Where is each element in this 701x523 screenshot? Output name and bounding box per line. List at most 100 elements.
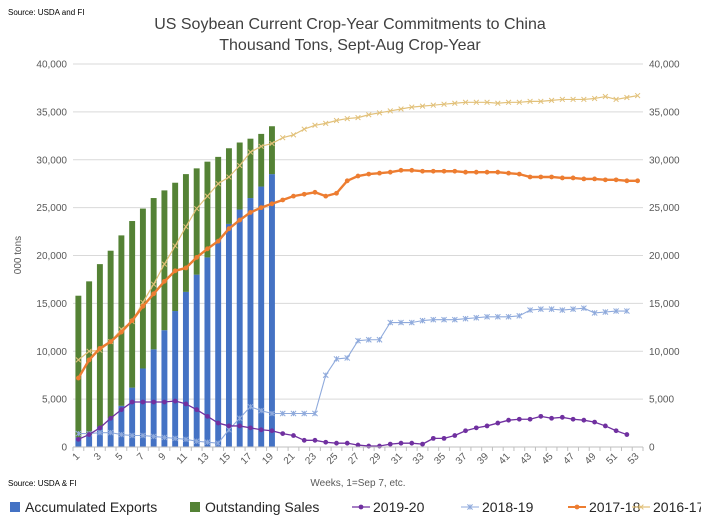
point-2019-20	[452, 433, 458, 438]
point-2018-19	[333, 355, 340, 362]
point-2019-20	[280, 431, 286, 436]
point-2017-18	[516, 171, 522, 177]
y-tick-label: 0	[61, 443, 67, 454]
point-2016-17	[581, 96, 587, 103]
accumulated-exports-bar	[75, 437, 82, 447]
outstanding-sales-bar	[215, 156, 222, 241]
point-2017-18	[387, 169, 393, 175]
gridlines	[73, 63, 643, 400]
point-2018-19	[118, 431, 125, 438]
point-2019-20	[538, 413, 544, 419]
point-2017-18	[452, 168, 458, 174]
point-2017-18	[162, 278, 167, 284]
point-2017-18	[237, 217, 243, 223]
point-2019-20	[312, 437, 318, 443]
accumulated-exports-bar	[225, 223, 232, 447]
point-2019-20	[420, 441, 425, 447]
point-2016-17	[150, 281, 157, 287]
outstanding-sales-bar	[139, 208, 146, 369]
point-2017-18	[86, 357, 92, 363]
point-2018-19	[473, 314, 480, 321]
point-2017-18	[205, 246, 210, 252]
point-2017-18	[581, 176, 587, 182]
y-tick-label: 10,000	[36, 347, 67, 358]
point-2016-17	[333, 117, 340, 124]
point-2019-20	[527, 416, 533, 422]
outstanding-sales-bar	[269, 126, 275, 175]
point-2018-19	[172, 435, 179, 442]
point-2018-19	[441, 316, 447, 323]
outstanding-sales-bar	[118, 235, 125, 406]
y2-tick-label: 20,000	[649, 251, 680, 262]
point-2017-18	[441, 168, 447, 174]
point-2018-19	[204, 439, 211, 446]
bar-series	[75, 126, 275, 448]
y-tick-label: 30,000	[36, 155, 67, 166]
point-2017-18	[258, 205, 264, 211]
point-2019-20	[194, 407, 200, 413]
outstanding-sales-bar	[236, 142, 243, 210]
point-2019-20	[237, 423, 243, 429]
accumulated-exports-bar	[118, 405, 125, 447]
point-2016-17	[634, 92, 641, 99]
legend-label-2017-18: 2017-18	[589, 499, 641, 515]
point-2019-20	[398, 440, 404, 446]
point-2017-18	[301, 191, 307, 197]
point-2019-20	[323, 439, 329, 445]
outstanding-sales-bar	[150, 198, 157, 350]
outstanding-sales-bar	[96, 264, 103, 427]
accumulated-exports-bar	[269, 174, 275, 448]
point-2017-18	[334, 190, 339, 196]
point-2016-17	[183, 224, 189, 230]
point-2016-17	[344, 115, 350, 122]
source-note-bottom: Source: USDA & FI	[8, 479, 76, 488]
point-2017-18	[280, 197, 286, 203]
series-line-2019-20	[78, 400, 628, 447]
y2-tick-label: 10,000	[649, 347, 680, 358]
point-2017-18	[140, 303, 146, 309]
point-2019-20	[430, 435, 436, 441]
point-2019-20	[334, 440, 339, 446]
accumulated-exports-bar	[96, 426, 103, 447]
outstanding-sales-bar	[107, 250, 114, 419]
legend-label-2019-20: 2019-20	[373, 499, 425, 515]
legend-label-accumulated-exports: Accumulated Exports	[25, 499, 157, 515]
accumulated-exports-bar	[258, 186, 265, 447]
point-2019-20	[409, 440, 415, 446]
point-2019-20	[97, 425, 103, 431]
point-2019-20	[86, 432, 92, 437]
accumulated-exports-bar	[172, 311, 179, 447]
point-2017-18	[269, 201, 275, 207]
point-2016-17	[366, 111, 372, 118]
point-2016-17	[430, 102, 437, 108]
point-2019-20	[377, 443, 382, 449]
point-2016-17	[484, 99, 490, 106]
point-2016-17	[322, 120, 329, 127]
point-2016-17	[193, 205, 200, 212]
point-2016-17	[441, 101, 447, 107]
point-2017-18	[613, 177, 619, 183]
accumulated-exports-bar	[193, 274, 200, 447]
accumulated-exports-bar	[129, 387, 136, 447]
chart-title: US Soybean Current Crop-Year Commitments…	[154, 16, 546, 33]
y2-tick-label: 30,000	[649, 155, 680, 166]
outstanding-sales-bar	[75, 295, 82, 438]
point-2019-20	[205, 413, 210, 419]
line-series	[75, 92, 641, 449]
y-tick-label: 5,000	[42, 395, 67, 406]
point-2018-19	[355, 337, 361, 344]
point-2018-19	[365, 336, 372, 343]
point-2017-18	[495, 169, 501, 175]
point-2018-19	[613, 308, 620, 314]
point-2019-20	[301, 437, 307, 443]
point-2018-19	[484, 313, 491, 320]
accumulated-exports-bar	[247, 198, 254, 447]
point-2018-19	[182, 436, 189, 443]
point-2016-17	[204, 193, 211, 199]
point-2016-17	[462, 99, 469, 106]
point-2017-18	[398, 167, 404, 173]
accumulated-exports-bar	[86, 434, 93, 447]
point-2019-20	[75, 436, 81, 442]
point-2017-18	[194, 255, 200, 260]
point-2017-18	[291, 193, 296, 199]
